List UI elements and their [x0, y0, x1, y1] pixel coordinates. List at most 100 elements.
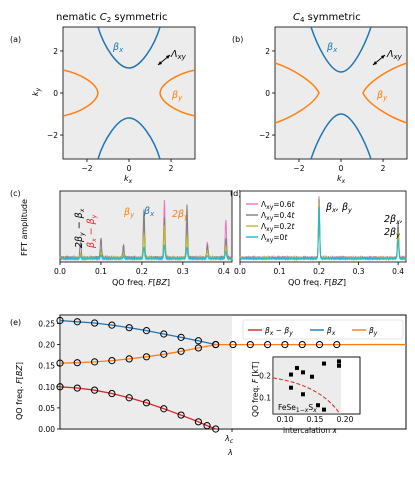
- panel-a-beta-x-bottom: [97, 117, 161, 159]
- panel-e-legend: βx − βy βx βy: [242, 319, 404, 340]
- panel-e-point-0: [160, 405, 168, 413]
- inset-point: [310, 374, 314, 379]
- panel-b-xtick-label: 2: [381, 164, 386, 173]
- panel-e-point-2: [125, 355, 133, 363]
- panel-d-xtick-label: 0.3: [353, 267, 365, 276]
- panel-c-ylabel: FFT amplitude: [20, 199, 29, 256]
- panel-d-xtick-label: 0.0: [234, 267, 246, 276]
- inset-ylabel: QO freq. F [kT]: [251, 362, 260, 417]
- panel-d-legend-2: Λxy=0.2t: [261, 222, 295, 233]
- inset-xlabel: intercalation x: [283, 426, 337, 435]
- panel-e-point-2: [333, 340, 341, 349]
- panel-e-point-0: [91, 386, 99, 394]
- panel-a-beta-x-top: [97, 27, 161, 69]
- inset-point: [316, 403, 320, 408]
- panel-d-annot-2by: 2βy: [384, 227, 400, 239]
- panel-d-legend-3: Λxy=0t: [261, 233, 288, 244]
- panel-e-point-0: [203, 422, 211, 430]
- panel-e-point-1: [108, 321, 116, 329]
- panel-e-ytick-label: 0.00: [38, 425, 55, 434]
- panel-a-xtick-label: −2: [81, 164, 92, 173]
- panel-d-axes: 0.0 0.1 0.2 0.3 0.4: [234, 262, 404, 276]
- panel-c-annot-bx-by: βx − βy: [86, 214, 98, 249]
- panel-e-point-2: [56, 359, 64, 367]
- panel-e-point-2: [229, 340, 237, 349]
- panel-c-curve-3: [59, 244, 233, 261]
- panel-e-point-0: [73, 384, 81, 392]
- panel-e-point-0: [212, 425, 220, 433]
- panel-a-xlabel: kx: [124, 174, 133, 185]
- panel-a-title: nematic C2 symmetric: [56, 12, 167, 24]
- panel-d-label: (d): [230, 189, 241, 198]
- panel-d-legend-0: Λxy=0.6t: [261, 200, 295, 211]
- panel-e-point-2: [315, 340, 324, 349]
- panel-c-plot: [59, 190, 233, 263]
- panel-a-ytick-label: −2: [47, 131, 58, 140]
- inset-point: [289, 372, 293, 377]
- panel-a-beta-y-left: [63, 69, 99, 117]
- panel-d-curve-2: [239, 202, 407, 262]
- panel-e-point-2: [177, 347, 185, 355]
- inset-point: [289, 385, 293, 390]
- panel-c-xtick-label: 0.3: [177, 267, 189, 276]
- panel-e-point-1: [194, 337, 202, 345]
- panel-d-annot-2bx: 2βx,: [384, 214, 403, 226]
- panel-e-point-2: [73, 359, 81, 367]
- panel-b-beta-y-right: [362, 62, 407, 124]
- panel-e-point-1: [91, 319, 99, 327]
- panel-b-xtick-label: −2: [293, 164, 304, 173]
- panel-e-point-0: [108, 389, 116, 398]
- panel-e-lambda-c: λc: [224, 434, 234, 445]
- inset-xtick-label: 0.20: [337, 415, 354, 424]
- panel-d-xtick-label: 0.2: [313, 267, 325, 276]
- panel-e-legend-0: βx − βy: [265, 326, 293, 337]
- panel-d-curve-3: [239, 207, 407, 261]
- panel-b-xtick-label: 0: [339, 164, 344, 173]
- panel-e-point-2: [298, 340, 306, 349]
- panel-b-title: C4 symmetric: [293, 12, 361, 24]
- panel-a-ytick-label: 0: [53, 89, 58, 98]
- inset-label: FeSe1−xSx: [278, 403, 317, 414]
- panel-a-axes: −2 −2 0 0 2 2: [47, 47, 174, 173]
- panel-b-ytick-label: 2: [265, 47, 270, 56]
- panel-e-point-1: [177, 333, 185, 341]
- inset-dashed-curve: [272, 377, 341, 415]
- panel-e-xlabel: λ: [227, 448, 233, 457]
- inset-ytick-label: 0.2: [259, 372, 271, 381]
- panel-c-xtick-label: 0.1: [95, 267, 107, 276]
- panel-b-beta-x-top: [310, 27, 372, 73]
- panel-d-annot-bx-by: βx, βy: [325, 202, 352, 214]
- panel-e-ytick-label: 0.25: [38, 319, 55, 328]
- panel-b-beta-y-left: [275, 62, 320, 124]
- panel-e-legend-2: βy: [369, 326, 378, 337]
- inset-point: [322, 407, 326, 412]
- panel-e-point-2: [108, 357, 116, 365]
- panel-a-plot: [62, 26, 196, 160]
- panel-e-point-2: [281, 340, 289, 349]
- panel-e-line-1: [59, 319, 216, 346]
- inset-ytick-label: 0.1: [259, 394, 271, 403]
- inset-axes: 0.10 0.15 0.20 0.1 0.2: [259, 372, 354, 424]
- panel-e-ytick-label: 0.10: [38, 383, 55, 392]
- panel-e-point-0: [177, 411, 185, 419]
- panel-a-ylabel: ky: [31, 87, 42, 96]
- panel-a-xtick-label: 2: [169, 164, 174, 173]
- panel-e-inset: [272, 356, 361, 415]
- panel-d-plot: [239, 190, 407, 263]
- panel-e-label: (e): [10, 318, 21, 327]
- panel-c-curve-2: [59, 225, 233, 262]
- inset-point: [337, 359, 341, 364]
- panel-e-point-2: [246, 340, 254, 349]
- panel-c-xlabel: QO freq. F[BZ]: [112, 278, 170, 287]
- inset-point: [301, 370, 305, 375]
- panel-e-point-1: [160, 330, 168, 338]
- panel-c-label: (c): [10, 189, 21, 198]
- panel-e-point-2: [264, 340, 272, 349]
- panel-d-xtick-label: 0.1: [274, 267, 286, 276]
- panel-d-legend-1: Λxy=0.4t: [261, 211, 295, 222]
- panel-d-xtick-label: 0.4: [392, 267, 404, 276]
- panel-e-point-0: [142, 399, 151, 407]
- panel-c-xtick-label: 0.2: [136, 267, 148, 276]
- panel-e-point-2: [142, 353, 151, 361]
